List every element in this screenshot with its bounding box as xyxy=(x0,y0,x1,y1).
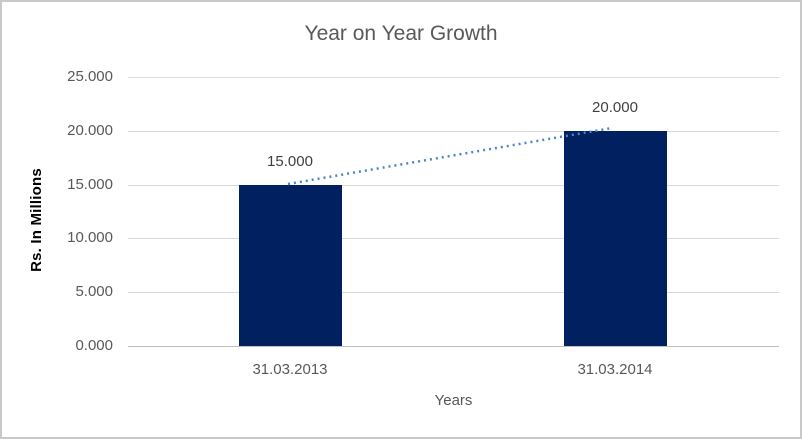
x-axis-line xyxy=(128,346,779,347)
y-tick-label: 20.000 xyxy=(67,122,113,139)
y-tick-label: 10.000 xyxy=(67,229,113,246)
x-axis-title: Years xyxy=(434,392,473,409)
gridline xyxy=(128,185,779,186)
data-label: 15.000 xyxy=(267,153,313,170)
gridline xyxy=(128,292,779,293)
gridline xyxy=(128,77,779,78)
y-tick-label: 5.000 xyxy=(75,283,113,300)
bar-31.03.2014 xyxy=(563,131,667,346)
bar-31.03.2013 xyxy=(238,185,342,346)
y-tick-label: 25.000 xyxy=(67,68,113,85)
category-label: 31.03.2014 xyxy=(577,361,653,378)
data-label: 20.000 xyxy=(592,99,638,116)
gridline xyxy=(128,238,779,239)
y-tick-label: 0.000 xyxy=(75,337,113,354)
y-tick-label: 15.000 xyxy=(67,176,113,193)
category-label: 31.03.2013 xyxy=(252,361,328,378)
chart-title: Year on Year Growth xyxy=(304,22,498,45)
gridline xyxy=(128,131,779,132)
y-axis-title: Rs. In Millions xyxy=(28,168,45,272)
